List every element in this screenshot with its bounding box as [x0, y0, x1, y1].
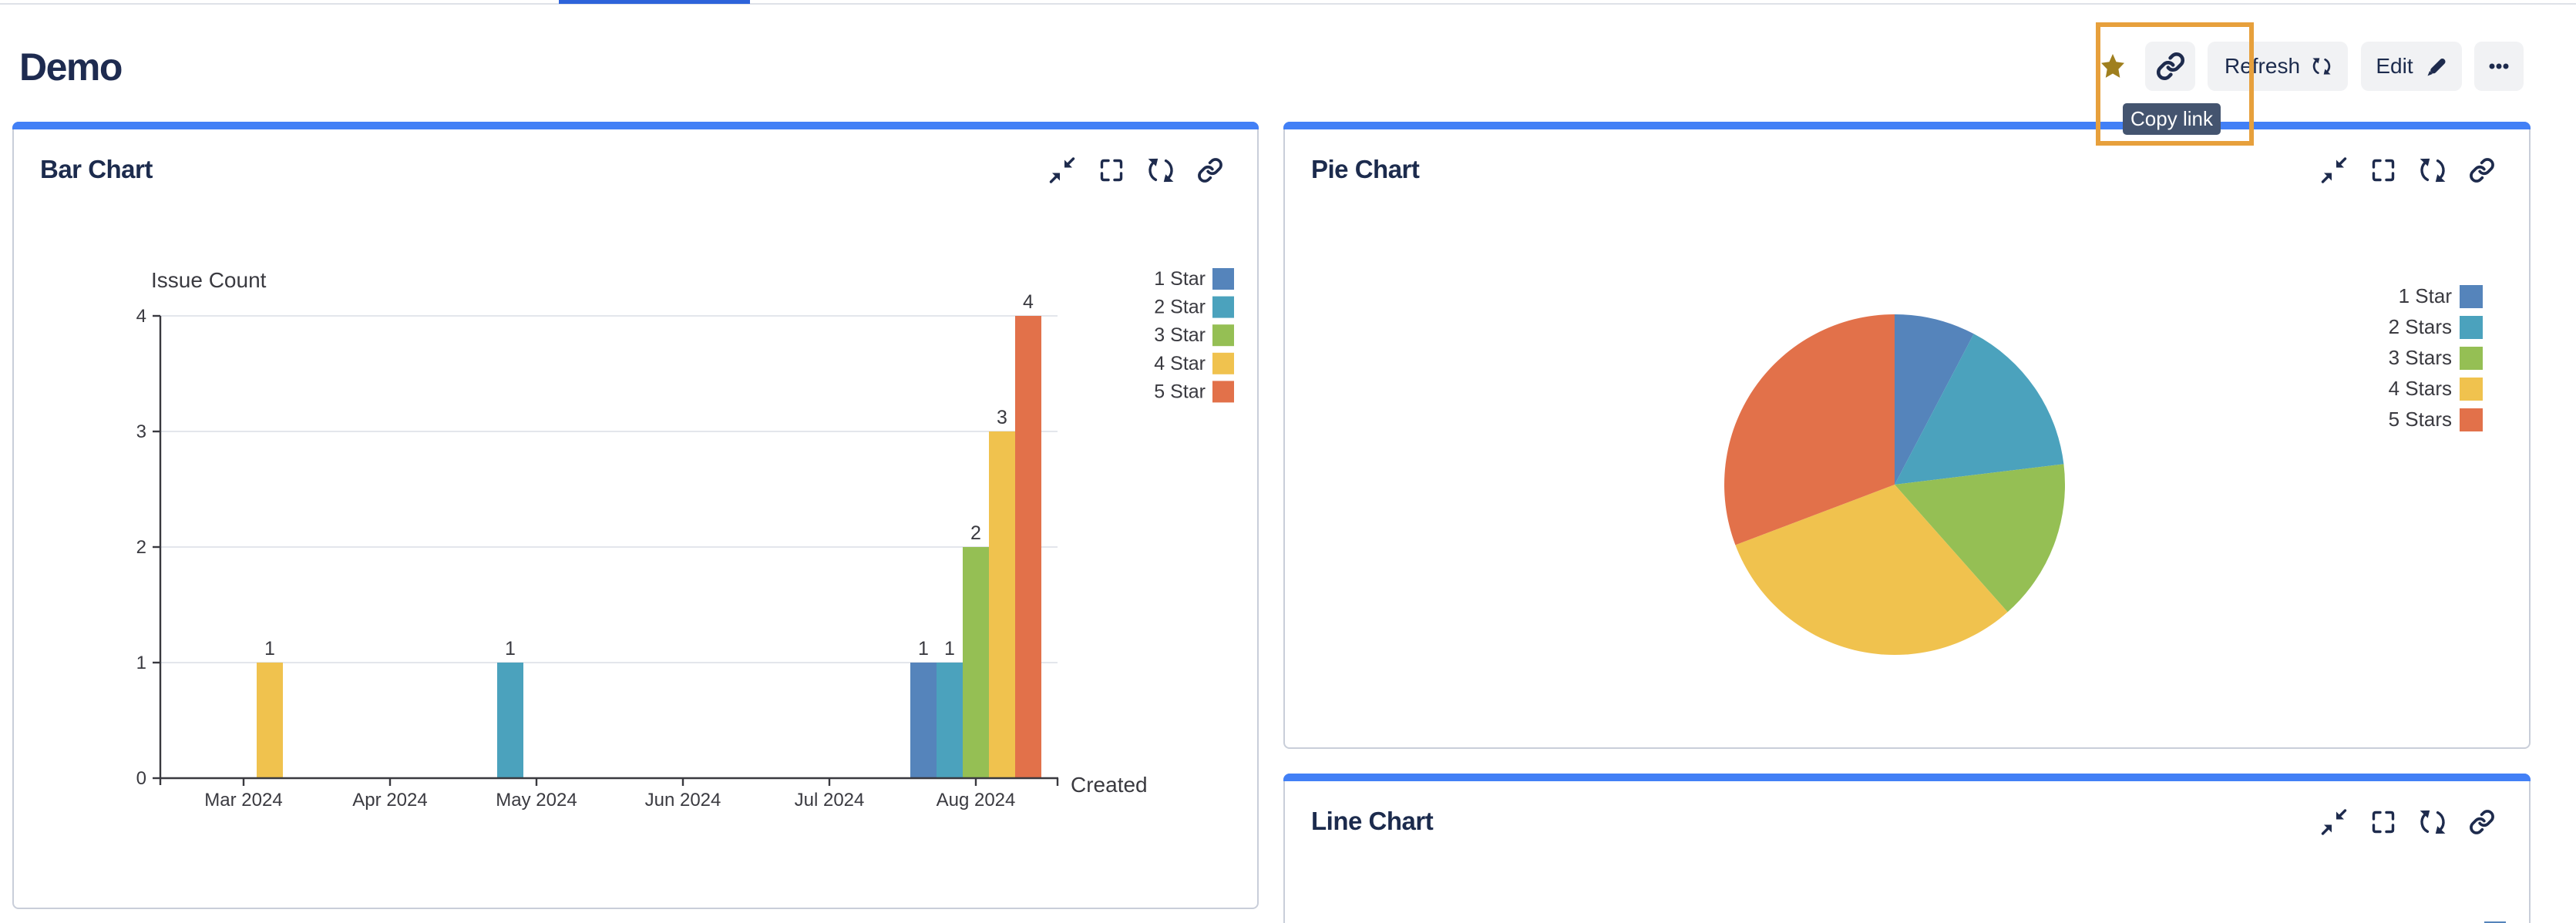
svg-text:3 Stars: 3 Stars [2389, 346, 2452, 369]
svg-text:3: 3 [136, 421, 146, 442]
svg-text:0: 0 [136, 768, 146, 789]
svg-text:1: 1 [505, 638, 516, 660]
svg-text:4 Stars: 4 Stars [2389, 377, 2452, 400]
svg-text:2: 2 [970, 522, 981, 544]
svg-text:2 Star: 2 Star [1154, 297, 1206, 318]
svg-text:4 Star: 4 Star [1154, 353, 1206, 374]
svg-text:1: 1 [264, 638, 275, 660]
svg-text:Aug 2024: Aug 2024 [937, 790, 1016, 811]
svg-text:1: 1 [136, 653, 146, 673]
svg-text:2: 2 [136, 537, 146, 558]
svg-text:1: 1 [918, 638, 929, 660]
svg-text:Issue Count: Issue Count [151, 268, 267, 292]
svg-text:1: 1 [944, 638, 955, 660]
svg-text:1 Star: 1 Star [1154, 268, 1206, 290]
svg-text:2 Stars: 2 Stars [2389, 315, 2452, 338]
svg-text:5 Stars: 5 Stars [2389, 408, 2452, 431]
svg-text:Jul 2024: Jul 2024 [795, 790, 865, 811]
svg-text:Apr 2024: Apr 2024 [352, 790, 427, 811]
svg-text:3: 3 [997, 407, 1007, 428]
svg-text:4: 4 [1023, 291, 1034, 313]
svg-text:Mar 2024: Mar 2024 [204, 790, 282, 811]
svg-text:Created: Created [1071, 773, 1148, 797]
svg-text:3 Star: 3 Star [1154, 324, 1206, 346]
svg-text:1 Star: 1 Star [2399, 284, 2453, 307]
svg-text:5 Star: 5 Star [1154, 381, 1206, 402]
svg-text:Jun 2024: Jun 2024 [645, 790, 721, 811]
svg-text:May 2024: May 2024 [496, 790, 577, 811]
svg-text:4: 4 [136, 306, 146, 327]
